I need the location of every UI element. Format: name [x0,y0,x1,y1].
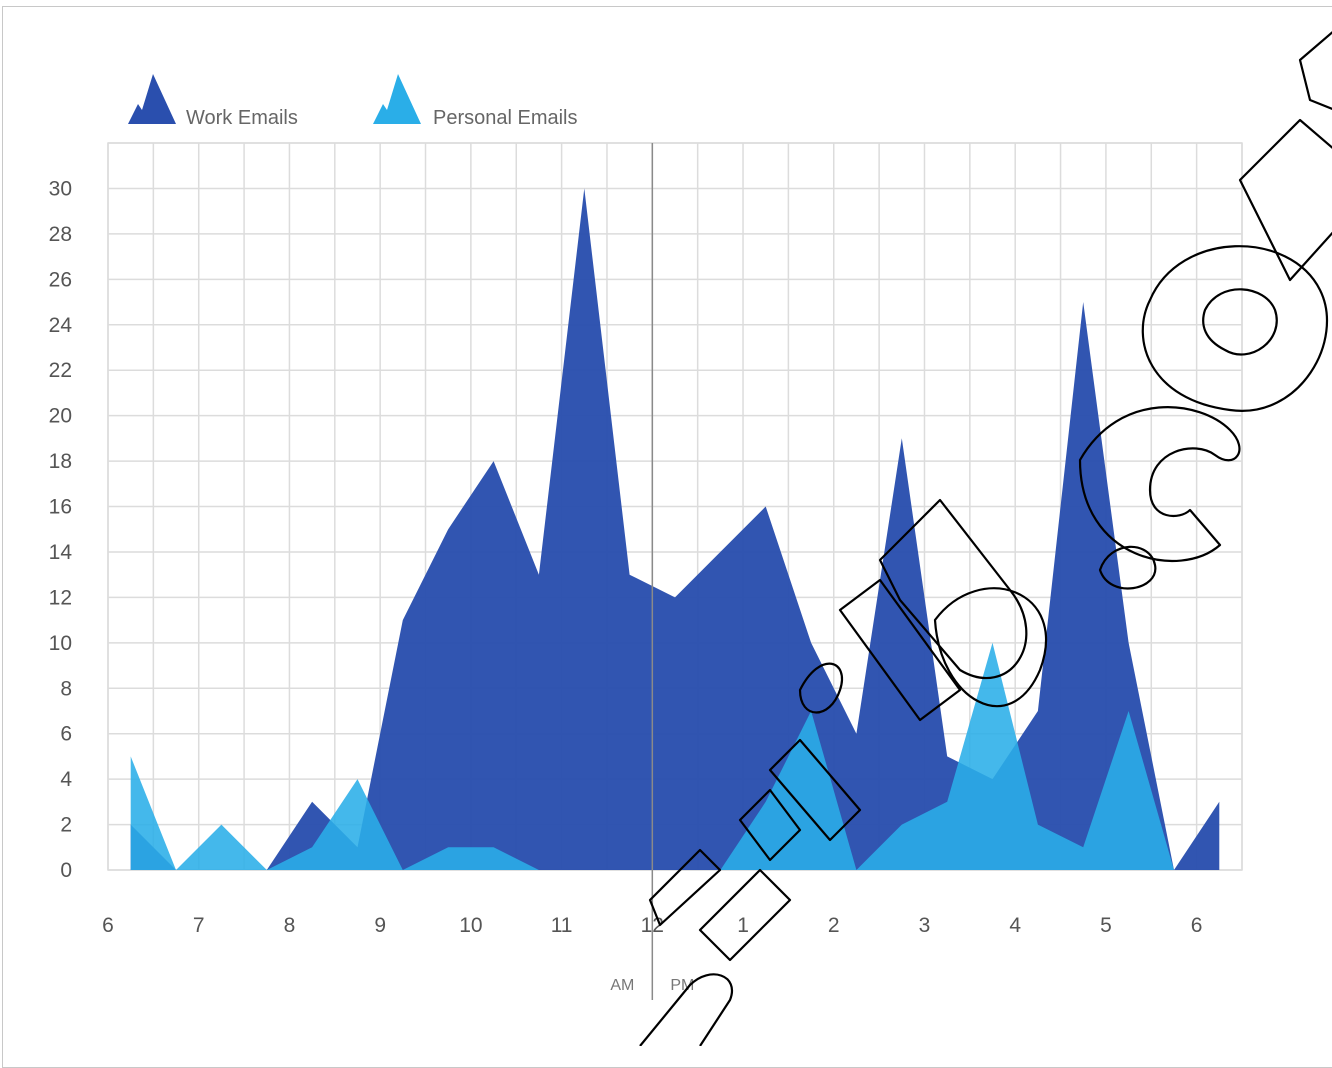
y-tick-label: 2 [60,814,72,837]
y-tick-label: 0 [60,859,72,882]
y-tick-label: 6 [60,723,72,746]
x-tick-label: 9 [374,914,386,937]
legend-area-icon [373,74,421,124]
legend-label: Personal Emails [433,107,578,129]
x-tick-label: 6 [1191,914,1203,937]
x-tick-label: 1 [737,914,749,937]
y-tick-label: 4 [60,768,72,791]
y-tick-label: 22 [49,359,72,382]
y-tick-label: 18 [49,450,72,473]
x-tick-label: 4 [1009,914,1021,937]
y-tick-label: 16 [49,496,72,519]
x-tick-label: 6 [102,914,114,937]
y-tick-label: 30 [49,177,72,200]
x-tick-label: 11 [551,914,573,937]
am-label: AM [610,977,634,994]
y-tick-label: 8 [60,677,72,700]
y-tick-label: 28 [49,223,72,246]
legend-label: Work Emails [186,107,298,129]
y-tick-label: 14 [49,541,73,564]
y-tick-label: 26 [49,268,72,291]
x-tick-label: 7 [193,914,205,937]
x-tick-label: 8 [284,914,296,937]
x-tick-label: 10 [459,914,482,937]
y-tick-label: 12 [49,586,72,609]
y-tick-label: 24 [49,314,73,337]
legend-item: Work Emails [128,74,298,129]
legend-area-icon [128,74,176,124]
chart-legend: Work Emails Personal Emails [128,74,578,129]
legend-item: Personal Emails [373,74,578,129]
x-tick-label: 5 [1100,914,1112,937]
x-tick-label: 2 [828,914,840,937]
x-tick-label: 3 [919,914,931,937]
y-tick-label: 20 [49,405,72,428]
y-tick-label: 10 [49,632,72,655]
